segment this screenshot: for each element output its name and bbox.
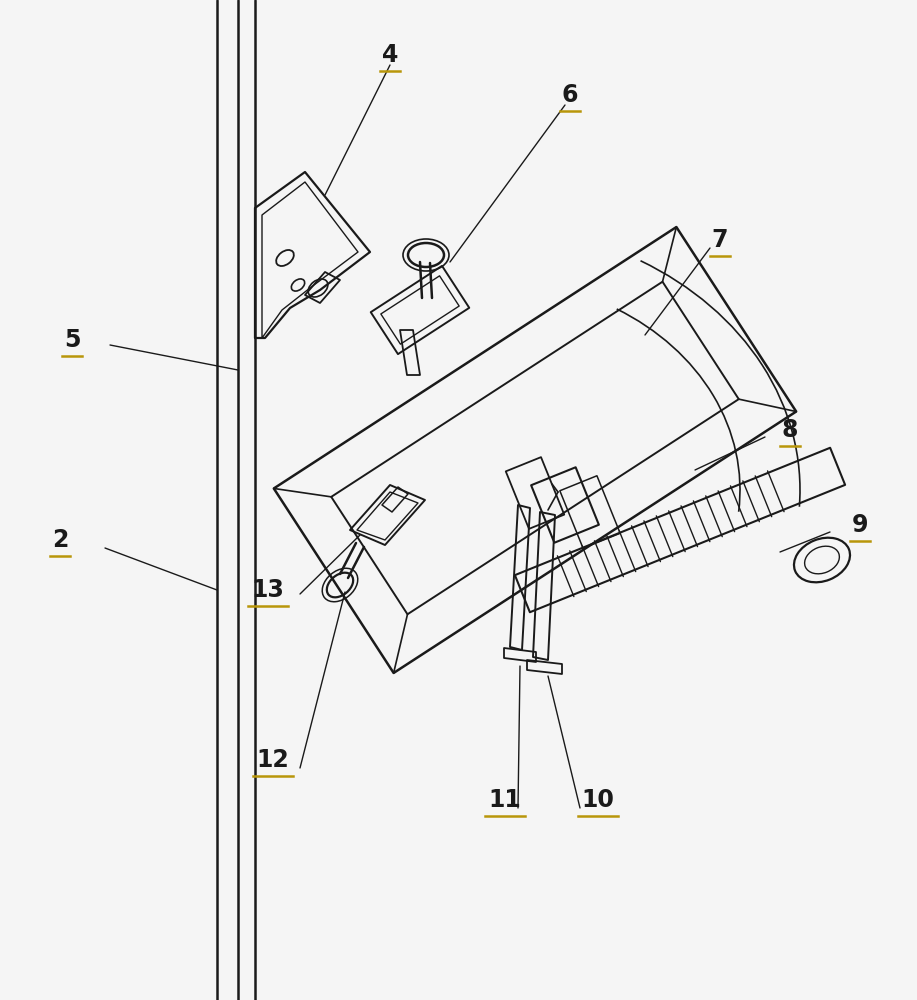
Text: 6: 6 — [562, 83, 579, 107]
Text: 4: 4 — [381, 43, 398, 67]
Text: 7: 7 — [712, 228, 728, 252]
Text: 12: 12 — [257, 748, 290, 772]
Text: 8: 8 — [782, 418, 799, 442]
Text: 10: 10 — [581, 788, 614, 812]
Text: 9: 9 — [852, 513, 868, 537]
Text: 2: 2 — [52, 528, 68, 552]
Text: 13: 13 — [251, 578, 284, 602]
Text: 11: 11 — [489, 788, 522, 812]
Text: 5: 5 — [64, 328, 81, 352]
